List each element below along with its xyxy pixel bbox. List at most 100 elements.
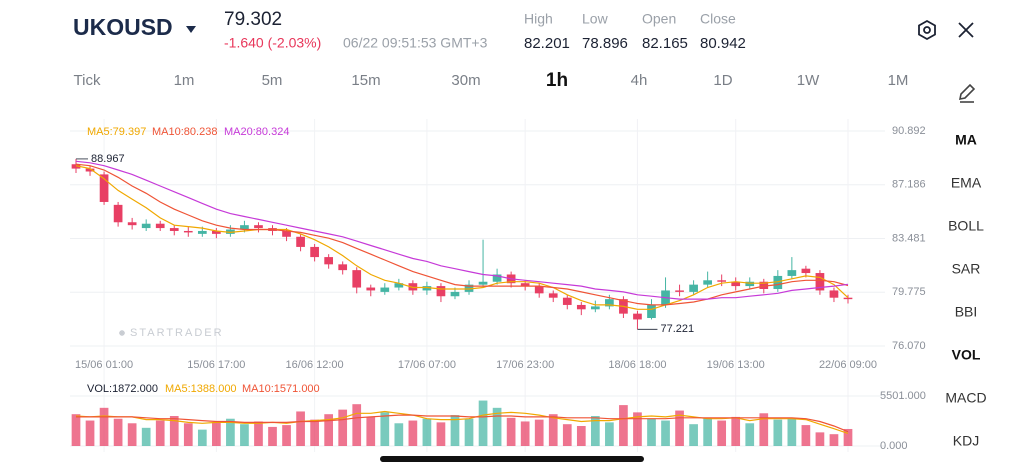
timeframe-tab[interactable]: 15m	[351, 72, 380, 89]
candle-body	[296, 236, 305, 247]
ma-legend: MA5:79.397	[87, 126, 146, 138]
candle-body	[254, 225, 263, 229]
y-tick-label: 83.481	[892, 232, 926, 244]
volume-bar	[254, 421, 263, 446]
volume-bar	[141, 427, 151, 446]
candle-body	[310, 246, 319, 258]
indicator-tab[interactable]: MA	[955, 132, 977, 148]
y-tick-label: 87.186	[892, 179, 926, 191]
candle-body	[394, 283, 404, 288]
volume-bar	[352, 404, 362, 446]
volume-bar	[183, 423, 193, 446]
candle-body	[212, 230, 221, 234]
volume-bar	[436, 422, 446, 446]
candle-body	[71, 164, 81, 169]
candle-body	[731, 281, 741, 287]
volume-ma-line	[76, 414, 849, 433]
price-change: -1.640 (-2.03%)	[224, 35, 321, 51]
volume-bar	[478, 400, 488, 446]
settings-button[interactable]	[918, 19, 936, 41]
candle-body	[562, 297, 572, 305]
y-tick-label: 90.892	[892, 125, 926, 137]
volume-bar	[773, 419, 783, 446]
timeframe-tab[interactable]: 4h	[631, 72, 648, 89]
volume-bar	[71, 414, 81, 446]
candle-body	[703, 280, 712, 285]
candle-body	[436, 286, 446, 297]
indicator-tab[interactable]: EMA	[951, 175, 982, 191]
y-tick-label: 0.000	[880, 440, 908, 452]
candle-body	[773, 275, 783, 289]
volume-bar	[520, 421, 530, 446]
candle-body	[829, 290, 839, 298]
timeframe-tab[interactable]: 1M	[888, 72, 909, 89]
candle-body	[226, 229, 235, 234]
timeframe-tab[interactable]: 5m	[262, 72, 283, 89]
volume-bar	[380, 412, 390, 446]
candle-body	[717, 280, 727, 282]
candle-body	[745, 281, 755, 287]
volume-bar	[310, 419, 319, 446]
candle-body	[534, 286, 544, 294]
indicator-tab[interactable]: SAR	[952, 261, 981, 277]
symbol[interactable]: UKOUSD	[73, 14, 173, 40]
volume-legend: VOL:1872.000	[87, 383, 158, 395]
candle-body	[197, 230, 207, 234]
timeframe-tab[interactable]: 1W	[797, 72, 820, 89]
indicator-tab[interactable]: BBI	[955, 304, 978, 320]
candle-body	[183, 230, 193, 233]
candle-body	[576, 304, 586, 310]
candle-body	[605, 299, 614, 307]
volume-bar	[619, 405, 628, 446]
x-tick-label: 17/06 23:00	[496, 359, 554, 371]
symbol-dropdown[interactable]	[186, 26, 196, 33]
candle-body	[141, 223, 151, 229]
candle-body	[422, 286, 432, 291]
volume-bar	[113, 418, 123, 446]
timeframe-tab[interactable]: Tick	[74, 72, 101, 89]
volume-bar	[268, 426, 277, 446]
volume-bar	[394, 423, 404, 446]
x-tick-label: 22/06 09:00	[819, 359, 877, 371]
volume-bar	[212, 422, 221, 446]
timeframe-tab[interactable]: 30m	[451, 72, 480, 89]
draw-tool-button[interactable]	[958, 83, 976, 103]
stat-value: 82.165	[642, 35, 688, 52]
low-marker-label: 77.221	[660, 323, 694, 335]
last-price: 79.302	[224, 9, 282, 30]
timeframe-tab[interactable]: 1m	[174, 72, 195, 89]
volume-bar	[815, 432, 825, 446]
candle-body	[169, 228, 179, 231]
x-tick-label: 15/06 17:00	[187, 359, 245, 371]
y-tick-label: 79.775	[892, 286, 926, 298]
close-button[interactable]	[958, 22, 974, 38]
candle-body	[282, 230, 291, 237]
timeframe-tab[interactable]: 1h	[546, 70, 568, 91]
volume-bar	[759, 413, 769, 446]
indicator-tab[interactable]: KDJ	[953, 433, 979, 449]
stat-value: 78.896	[582, 35, 628, 52]
volume-bar	[366, 416, 376, 446]
candle-body	[520, 283, 530, 287]
timeframe-tab[interactable]: 1D	[713, 72, 732, 89]
volume-bar	[534, 419, 544, 446]
indicator-tab[interactable]: BOLL	[948, 218, 984, 234]
candle-body	[759, 281, 769, 289]
ma-legend: MA20:80.324	[224, 126, 289, 138]
volume-bar	[450, 415, 460, 446]
volume-bar	[633, 412, 642, 446]
candle-body	[127, 222, 137, 226]
volume-bar	[324, 414, 334, 446]
x-tick-label: 16/06 12:00	[286, 359, 344, 371]
volume-bar	[605, 422, 614, 446]
indicator-tab[interactable]: MACD	[945, 390, 986, 406]
indicator-tab[interactable]: VOL	[952, 347, 981, 363]
candle-body	[647, 304, 656, 319]
volume-bar	[226, 418, 235, 446]
volume-bar	[197, 429, 207, 446]
candle-body	[99, 174, 109, 202]
watermark-text: STARTRADER	[130, 327, 224, 339]
candle-body	[815, 273, 825, 291]
volume-bar	[506, 417, 516, 446]
